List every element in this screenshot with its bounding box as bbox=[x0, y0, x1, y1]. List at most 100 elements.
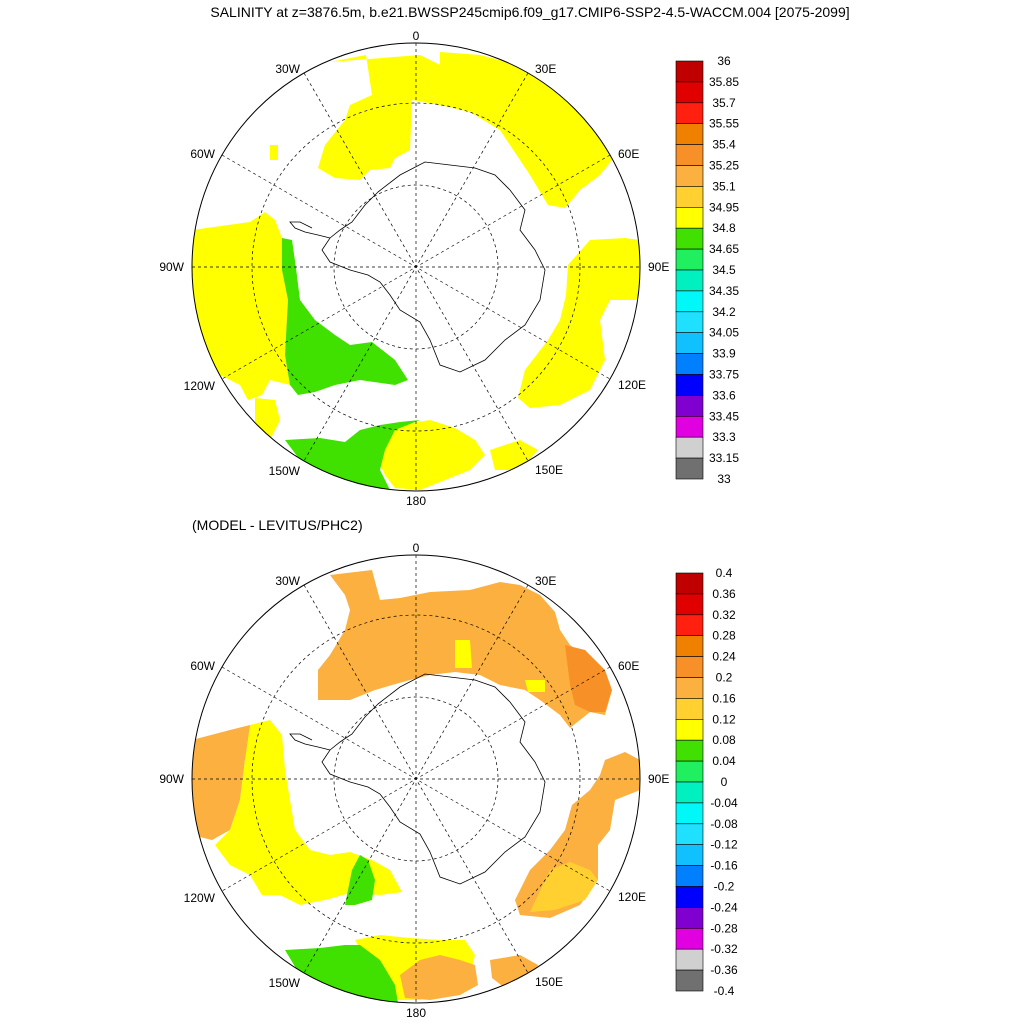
map-bottom-labels: 0 30E 60E 90E 120E 150E 180 150W 120W 90… bbox=[159, 541, 669, 1020]
colorbar-label: 33.6 bbox=[712, 388, 736, 402]
colorbar-swatch bbox=[675, 781, 704, 804]
colorbar-swatch bbox=[675, 823, 704, 845]
colorbar-label: 34.5 bbox=[712, 263, 736, 277]
colorbar-top: 36 35.85 35.7 35.55 35.4 35.25 35.1 34.95 34.8 34… bbox=[675, 54, 739, 486]
colorbar-label: 35.1 bbox=[712, 179, 736, 193]
label-lon-120e: 120E bbox=[618, 890, 646, 904]
label-lon-150w: 150W bbox=[269, 464, 301, 478]
colorbar-swatch bbox=[675, 457, 704, 480]
region-yellow-northcenter bbox=[318, 55, 440, 180]
colorbar-label: 34.05 bbox=[709, 326, 739, 340]
label-lon-150w: 150W bbox=[269, 976, 301, 990]
antarctic-peninsula bbox=[289, 221, 331, 239]
colorbar-label: -0.04 bbox=[710, 796, 738, 810]
colorbar-swatch bbox=[675, 353, 704, 375]
colorbar-swatch bbox=[675, 60, 704, 83]
colorbar-swatch bbox=[675, 677, 704, 699]
colorbar-label: -0.32 bbox=[710, 942, 738, 956]
region-yellow-west bbox=[192, 212, 290, 400]
colorbar-swatch bbox=[675, 248, 704, 271]
colorbar-swatch bbox=[675, 436, 704, 459]
colorbar-swatch bbox=[675, 948, 704, 971]
colorbar-label: 0.2 bbox=[716, 671, 733, 685]
colorbar-swatch bbox=[675, 186, 704, 208]
colorbar-label: 33 bbox=[717, 472, 731, 486]
colorbar-label: -0.08 bbox=[710, 817, 738, 831]
colorbar-label: -0.16 bbox=[710, 859, 738, 873]
colorbar-label: 0.12 bbox=[712, 712, 736, 726]
colorbar-label: 36 bbox=[717, 54, 731, 68]
colorbar-label: 0 bbox=[721, 775, 728, 789]
label-lon-30e: 30E bbox=[535, 574, 556, 588]
colorbar-label: 0.08 bbox=[712, 733, 736, 747]
colorbar-swatch bbox=[675, 593, 704, 616]
label-lon-30w: 30W bbox=[275, 62, 300, 76]
colorbar-label: 34.65 bbox=[709, 242, 739, 256]
label-lon-90w: 90W bbox=[159, 772, 184, 786]
map-top-border bbox=[191, 42, 641, 492]
map-bottom bbox=[192, 555, 640, 1003]
colorbar-label: 34.8 bbox=[712, 221, 736, 235]
region-yellow-south bbox=[378, 420, 485, 490]
colorbar-label: -0.2 bbox=[714, 880, 735, 894]
region-green-south bbox=[285, 945, 398, 1003]
colorbar-swatch bbox=[675, 269, 704, 292]
colorbar-swatch bbox=[675, 635, 704, 657]
colorbar-label: 0.24 bbox=[712, 650, 736, 664]
region-green-ross bbox=[345, 855, 375, 905]
colorbar-swatch bbox=[675, 227, 704, 250]
colorbar-swatch bbox=[675, 311, 704, 333]
label-lon-60e: 60E bbox=[618, 659, 639, 673]
antarctic-peninsula bbox=[289, 733, 331, 751]
colorbar-swatch bbox=[675, 907, 704, 929]
colorbar-label: 33.15 bbox=[709, 451, 739, 465]
plot-title: SALINITY at z=3876.5m, b.e21.BWSSP245cmi… bbox=[210, 4, 850, 20]
map-bottom-grid bbox=[192, 555, 640, 1003]
map-top-labels: 0 30E 60E 90E 120E 150E 180 150W 120W 90… bbox=[159, 29, 669, 508]
colorbar-swatch bbox=[675, 739, 704, 762]
label-lon-60e: 60E bbox=[618, 147, 639, 161]
label-lon-150e: 150E bbox=[535, 463, 563, 477]
colorbar-label: 33.9 bbox=[712, 347, 736, 361]
region-yellow-spot-n bbox=[455, 640, 472, 668]
colorbar-swatch bbox=[675, 886, 704, 908]
colorbar-label: 33.75 bbox=[709, 368, 739, 382]
region-orange-east bbox=[515, 752, 640, 918]
colorbar-label: 0.32 bbox=[712, 608, 736, 622]
region-orange-west bbox=[192, 725, 262, 840]
label-lon-120w: 120W bbox=[184, 379, 216, 393]
map-top bbox=[192, 43, 640, 491]
label-lon-150e: 150E bbox=[535, 975, 563, 989]
colorbar-label: 34.2 bbox=[712, 305, 736, 319]
colorbar-swatch bbox=[675, 844, 704, 866]
colorbar-swatch bbox=[675, 123, 704, 145]
colorbar-label: 34.35 bbox=[709, 284, 739, 298]
label-lon-120w: 120W bbox=[184, 891, 216, 905]
colorbar-label: 33.45 bbox=[709, 409, 739, 423]
colorbar-label: -0.4 bbox=[714, 984, 735, 998]
label-lon-180: 180 bbox=[406, 1006, 426, 1020]
label-lon-0: 0 bbox=[413, 29, 420, 43]
label-lon-60w: 60W bbox=[190, 659, 215, 673]
label-lon-90e: 90E bbox=[648, 772, 669, 786]
colorbar-label: 0.04 bbox=[712, 754, 736, 768]
colorbar-swatch bbox=[675, 165, 704, 187]
colorbar-label: 35.25 bbox=[709, 159, 739, 173]
colorbar-swatch bbox=[675, 81, 704, 104]
region-yellow-spot-ne bbox=[525, 680, 545, 692]
region-yellow-small1 bbox=[270, 145, 278, 160]
colorbar-swatch bbox=[675, 144, 704, 166]
colorbar-swatch bbox=[675, 969, 704, 992]
colorbar-label: 34.95 bbox=[709, 200, 739, 214]
colorbar-label: 0.28 bbox=[712, 629, 736, 643]
colorbar-swatch bbox=[675, 614, 704, 636]
colorbar-label: 0.36 bbox=[712, 587, 736, 601]
colorbar-label: 0.16 bbox=[712, 691, 736, 705]
region-green-south bbox=[285, 420, 420, 490]
label-lon-90w: 90W bbox=[159, 260, 184, 274]
colorbar-swatch bbox=[675, 290, 704, 313]
colorbar-swatch bbox=[675, 102, 704, 125]
colorbar-label: -0.28 bbox=[710, 921, 738, 935]
colorbar-label: 35.7 bbox=[712, 96, 736, 110]
